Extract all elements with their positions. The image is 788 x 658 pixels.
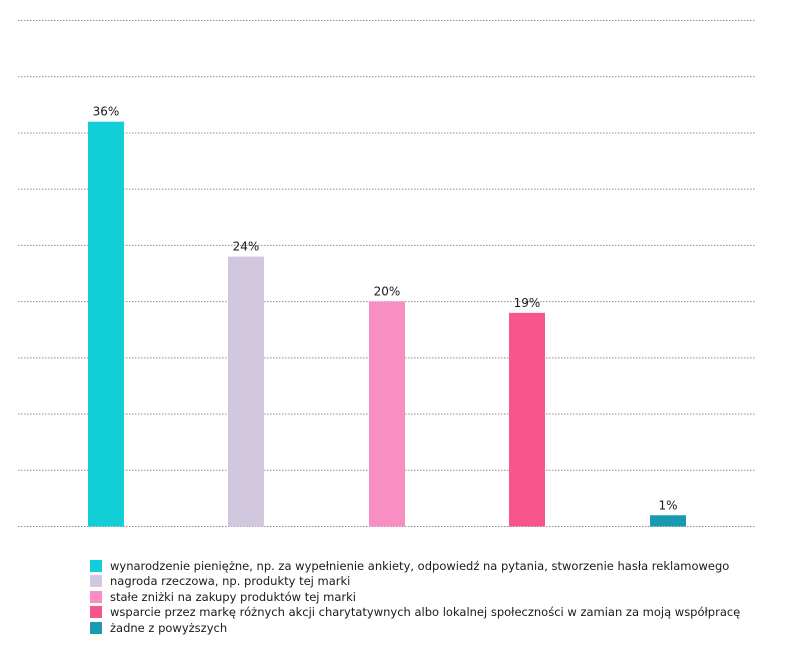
value-labels: 36% 24% 20% 19% 1% <box>93 105 678 513</box>
bars <box>88 121 686 527</box>
legend-label: stałe zniżki na zakupy produktów tej mar… <box>110 589 356 604</box>
legend-swatch <box>90 590 102 603</box>
legend-label: żadne z powyższych <box>110 620 228 635</box>
value-label-2: 24% <box>233 240 260 254</box>
value-label-1: 36% <box>93 105 120 119</box>
bar-4 <box>509 312 545 527</box>
legend-item-1: wynarodzenie pieniężne, np. za wypełnien… <box>90 558 780 574</box>
value-label-3: 20% <box>374 285 401 299</box>
legend-swatch <box>90 559 102 572</box>
bar-2 <box>228 256 264 527</box>
legend-swatch <box>90 575 102 588</box>
legend-swatch <box>90 606 102 619</box>
bar-3 <box>369 301 405 527</box>
value-label-5: 1% <box>658 498 677 512</box>
legend: wynarodzenie pieniężne, np. za wypełnien… <box>90 558 780 636</box>
value-label-4: 19% <box>514 296 541 310</box>
legend-item-5: żadne z powyższych <box>90 620 780 636</box>
legend-item-3: stałe zniżki na zakupy produktów tej mar… <box>90 589 780 605</box>
legend-label: wynarodzenie pieniężne, np. za wypełnien… <box>110 558 730 573</box>
legend-item-4: wsparcie przez markę różnych akcji chary… <box>90 605 780 621</box>
bar-5 <box>650 515 686 527</box>
legend-swatch <box>90 621 102 634</box>
legend-label: wsparcie przez markę różnych akcji chary… <box>110 605 741 620</box>
legend-item-2: nagroda rzeczowa, np. produkty tej marki <box>90 574 780 590</box>
bar-chart: 36% 24% 20% 19% 1% <box>18 20 756 527</box>
bar-1 <box>88 121 124 527</box>
legend-label: nagroda rzeczowa, np. produkty tej marki <box>110 574 351 589</box>
